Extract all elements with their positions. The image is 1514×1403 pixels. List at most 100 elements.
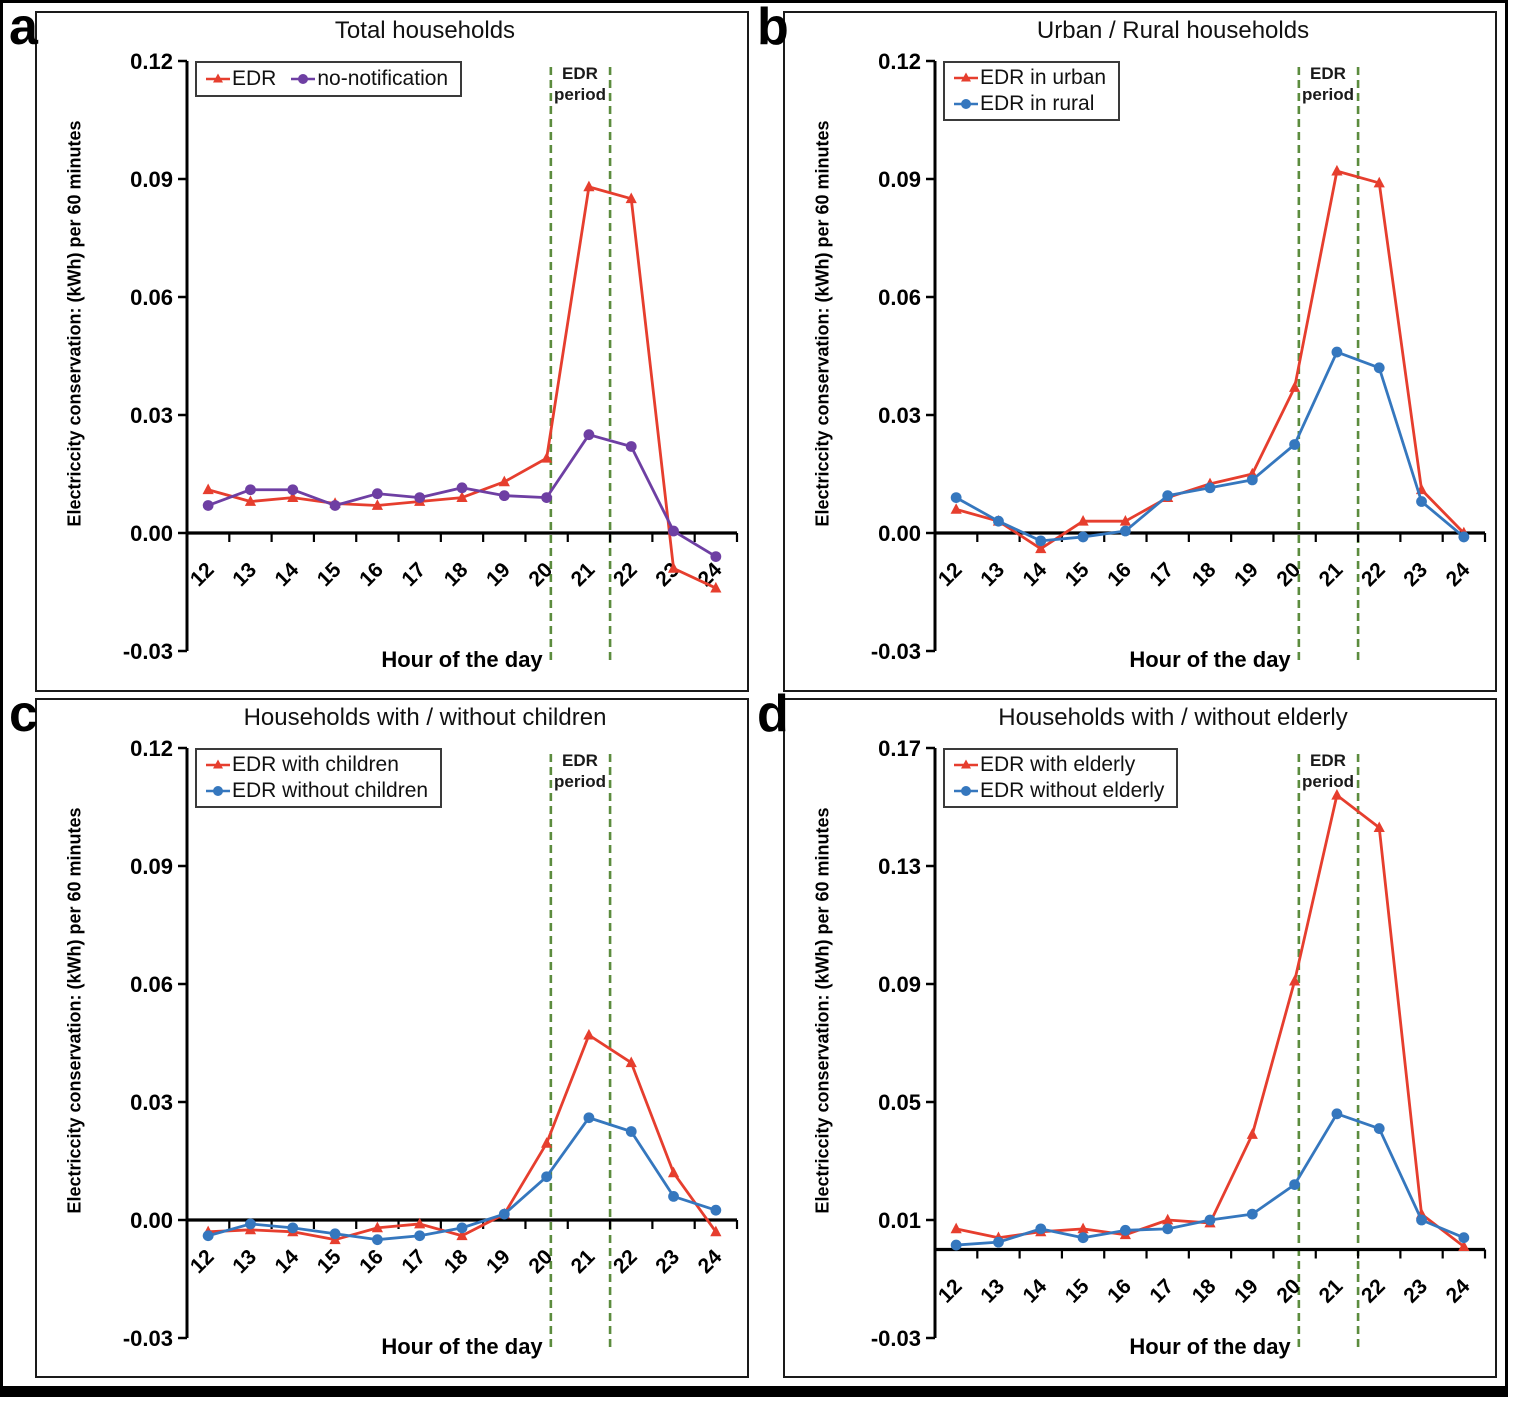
x-tick-label: 18 xyxy=(440,558,473,591)
circle-marker-icon xyxy=(291,74,316,84)
x-tick-label: 20 xyxy=(1272,558,1305,591)
x-tick-label: 23 xyxy=(651,1245,684,1278)
data-point-marker xyxy=(667,1166,680,1177)
x-tick-label: 15 xyxy=(1061,1274,1094,1307)
data-point-marker xyxy=(498,475,510,487)
x-tick-label: 23 xyxy=(1399,558,1432,591)
data-point-marker xyxy=(1289,381,1301,392)
data-point-marker xyxy=(202,500,214,511)
data-point-marker xyxy=(1035,542,1047,554)
x-tick-label: 13 xyxy=(976,1274,1009,1307)
data-point-marker xyxy=(1204,482,1216,494)
y-tick-label: 0.12 xyxy=(130,49,173,74)
panel-cell-a: a 0.12 0.09 0.06 0.03 0.00 -0.03 12 13 14 15 16 17 1… xyxy=(9,1,749,692)
data-point-marker xyxy=(541,492,553,503)
y-axis-label-a: Electriccity conservation: (kWh) per 60 … xyxy=(64,120,85,527)
y-axis: 0.12 0.09 0.06 0.03 0.00 -0.03 xyxy=(871,49,937,664)
series-line xyxy=(955,350,1465,543)
x-tick-label: 20 xyxy=(1272,1274,1305,1307)
x-tick-label: 24 xyxy=(694,1245,727,1278)
x-tick-label: 19 xyxy=(482,558,515,591)
data-point-marker xyxy=(245,484,256,496)
data-point-marker xyxy=(1077,1231,1089,1243)
data-point-marker xyxy=(950,1239,962,1250)
y-tick-label: -0.03 xyxy=(871,639,921,664)
y-axis-label-c: Electriccity conservation: (kWh) per 60 … xyxy=(64,806,85,1214)
x-tick-label: 16 xyxy=(355,558,388,591)
legend-label: EDR in urban xyxy=(980,66,1107,89)
y-tick-label: 0.06 xyxy=(130,285,173,310)
x-tick-label: 24 xyxy=(1442,1274,1475,1307)
x-tick-label: 12 xyxy=(186,558,219,591)
data-point-marker xyxy=(583,180,595,192)
triangle-marker-icon xyxy=(206,759,230,768)
series-red xyxy=(950,788,1470,1251)
series-line xyxy=(208,1033,717,1241)
data-point-marker xyxy=(329,1227,341,1239)
x-axis-label-b: Hour of the day xyxy=(1129,647,1291,672)
legend-marker-shape xyxy=(961,785,971,796)
series-secondary xyxy=(950,1107,1470,1250)
data-point-marker xyxy=(1289,1178,1301,1190)
circle-marker-icon xyxy=(954,785,978,796)
series-red xyxy=(950,164,1470,554)
data-point-marker xyxy=(287,1221,299,1233)
x-tick-label: 19 xyxy=(1230,558,1263,591)
legend-marker-shape xyxy=(961,99,971,109)
chart-c: 0.12 0.09 0.06 0.03 0.00 -0.03 12 13 14 15 16 17 18 1… xyxy=(123,736,739,1352)
data-point-marker xyxy=(710,1204,722,1216)
x-tick-label: 12 xyxy=(934,1274,967,1307)
x-tick-label: 16 xyxy=(1103,1274,1136,1307)
x-tick-label: 18 xyxy=(1188,558,1221,591)
data-point-marker xyxy=(287,491,299,502)
panel-b: 0.12 0.09 0.06 0.03 0.00 -0.03 12 13 14 15 16 17 18 1… xyxy=(783,11,1497,692)
x-axis: 12 13 14 15 16 17 18 19 20 21 22 23 24 xyxy=(185,531,739,591)
x-tick-label: 23 xyxy=(651,558,684,591)
data-point-marker xyxy=(1416,496,1427,507)
y-tick-label: 0.12 xyxy=(878,49,921,74)
chart-title-b: Urban / Rural households xyxy=(1036,17,1310,44)
data-point-marker xyxy=(498,1208,510,1219)
data-point-marker xyxy=(1373,1122,1385,1134)
data-point-marker xyxy=(498,490,510,502)
chart-title-d: Households with / without elderly xyxy=(998,703,1348,731)
y-axis-label-b: Electriccity conservation: (kWh) per 60 … xyxy=(812,120,833,527)
y-tick-label: 0.06 xyxy=(130,972,173,997)
data-point-marker xyxy=(625,1055,637,1067)
y-tick-label: 0.09 xyxy=(878,167,921,192)
data-point-marker xyxy=(329,500,341,511)
y-tick-label: 0.03 xyxy=(130,403,173,428)
legend-entry: EDR in rural xyxy=(953,92,1106,116)
legend-label: EDR without elderly xyxy=(980,778,1165,802)
edr-period-line2: period xyxy=(1302,85,1354,105)
data-point-marker xyxy=(371,488,383,500)
data-point-marker xyxy=(1035,1222,1047,1234)
legend-label: no-notification xyxy=(317,67,449,90)
x-axis-label-d: Hour of the day xyxy=(1129,1333,1291,1359)
data-point-marker xyxy=(1458,531,1470,543)
data-point-marker xyxy=(1077,1222,1089,1233)
x-tick-label: 21 xyxy=(1315,1274,1348,1307)
x-tick-label: 23 xyxy=(1399,1274,1432,1307)
y-tick-label: 0.13 xyxy=(878,854,921,879)
x-axis: 12 13 14 15 16 17 18 19 20 21 22 23 24 xyxy=(933,1247,1487,1307)
x-tick-label: 14 xyxy=(1019,1274,1052,1307)
data-point-marker xyxy=(287,484,299,496)
chart-title-c: Households with / without children xyxy=(243,703,607,731)
edr-period-line1: EDR xyxy=(1310,64,1346,83)
x-tick-label: 22 xyxy=(1357,558,1390,591)
data-point-marker xyxy=(1162,1213,1174,1224)
data-point-marker xyxy=(1119,1224,1131,1236)
data-point-marker xyxy=(1119,515,1131,526)
legend-label: EDR with elderly xyxy=(980,752,1136,776)
data-point-marker xyxy=(950,503,962,514)
triangle-marker-icon xyxy=(954,759,978,768)
x-tick-label: 16 xyxy=(1103,558,1136,591)
legend-entry: no-notification xyxy=(290,67,448,91)
legend-marker-shape xyxy=(961,759,971,768)
data-point-marker xyxy=(414,492,426,503)
y-tick-label: 0.03 xyxy=(130,1090,173,1115)
x-tick-label: 16 xyxy=(355,1245,388,1278)
data-point-marker xyxy=(1331,346,1343,358)
